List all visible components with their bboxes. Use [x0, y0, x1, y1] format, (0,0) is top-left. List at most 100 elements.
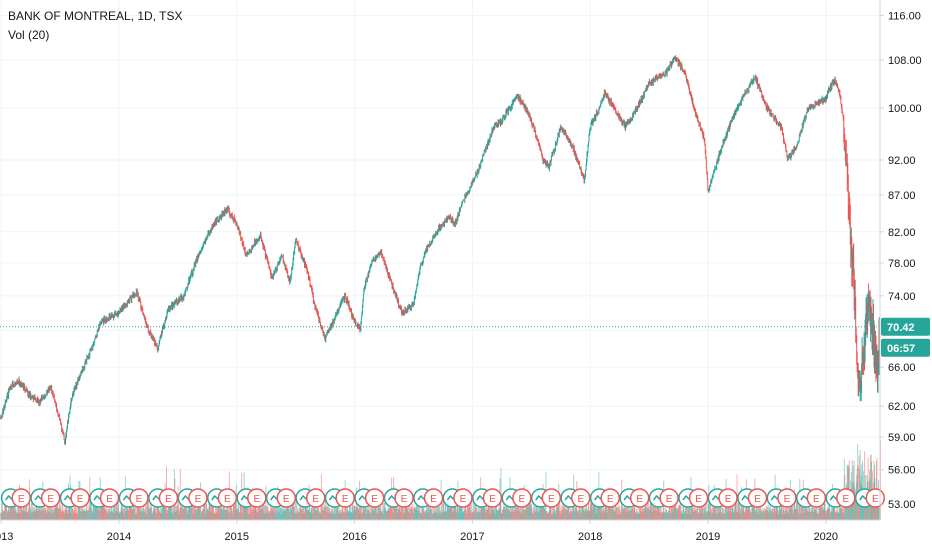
volume-bar	[66, 506, 67, 520]
volume-bar	[442, 500, 444, 520]
volume-bar	[814, 510, 816, 520]
volume-bar	[218, 504, 220, 520]
volume-bar	[424, 511, 426, 520]
volume-bar	[804, 507, 806, 520]
volume-bar	[613, 510, 615, 520]
volume-bar	[40, 508, 42, 520]
volume-bar	[809, 512, 811, 520]
volume-bar	[493, 508, 495, 520]
volume-bar	[854, 490, 856, 520]
volume-bar	[237, 500, 239, 520]
volume-bar	[859, 450, 861, 520]
volume-bar	[626, 504, 628, 520]
volume-bar	[240, 506, 242, 520]
volume-bar	[144, 509, 146, 520]
volume-bar	[382, 510, 384, 520]
volume-bar	[788, 508, 790, 520]
volume-bar	[806, 500, 808, 520]
volume-bar	[427, 511, 429, 520]
volume-bar	[75, 502, 77, 520]
volume-bar	[530, 501, 532, 520]
volume-bar	[311, 509, 312, 520]
volume-bar	[644, 506, 646, 520]
volume-bar	[777, 510, 779, 520]
volume-bar	[360, 501, 362, 520]
volume-bar	[26, 505, 28, 520]
volume-bar	[507, 503, 509, 520]
volume-bar	[624, 508, 626, 520]
volume-bar	[385, 508, 387, 520]
volume-bar	[818, 513, 820, 520]
volume-bar	[54, 506, 56, 520]
volume-bar	[710, 513, 712, 520]
volume-bar	[813, 512, 815, 520]
volume-bar	[413, 507, 415, 520]
volume-bar	[420, 500, 422, 520]
volume-bar	[827, 506, 829, 520]
volume-bar	[198, 500, 200, 520]
volume-bar	[719, 502, 721, 520]
volume-bar	[551, 513, 553, 520]
volume-bar	[131, 510, 133, 520]
volume-bar	[702, 505, 704, 520]
volume-bar	[771, 510, 773, 520]
volume-bar	[174, 512, 176, 520]
volume-bar	[693, 503, 695, 520]
volume-bar	[610, 505, 612, 520]
volume-bar	[308, 510, 309, 520]
volume-bar	[674, 502, 676, 520]
volume-bar	[576, 510, 578, 520]
volume-bar	[272, 504, 274, 520]
volume-bar	[197, 510, 199, 520]
volume-bar	[575, 508, 577, 520]
volume-bar	[347, 504, 349, 520]
volume-bar	[57, 507, 59, 520]
volume-bar	[597, 504, 599, 520]
volume-bar	[732, 506, 733, 520]
volume-bar	[503, 502, 505, 520]
volume-bar	[688, 509, 689, 520]
volume-bar	[403, 501, 405, 520]
volume-bar	[191, 502, 193, 520]
volume-bar	[717, 513, 719, 520]
volume-bar	[242, 504, 244, 520]
volume-bar	[182, 507, 184, 520]
volume-bar	[662, 500, 664, 520]
volume-bar	[235, 503, 237, 520]
volume-bar	[96, 500, 98, 520]
volume-bar	[294, 512, 296, 520]
volume-bar	[553, 511, 555, 520]
volume-bar	[562, 500, 564, 520]
volume-bar	[278, 501, 280, 520]
x-tick-label: 2018	[578, 531, 602, 543]
volume-bar	[468, 508, 470, 520]
volume-bar	[72, 509, 74, 520]
volume-bar	[226, 503, 228, 520]
volume-bar	[645, 506, 647, 520]
volume-bar	[467, 504, 469, 520]
volume-bar	[299, 506, 301, 520]
volume-bar	[336, 505, 338, 520]
volume-bar	[712, 512, 714, 520]
volume-bar	[666, 510, 668, 520]
volume-bar	[669, 505, 671, 520]
volume-bar	[37, 509, 39, 520]
volume-bar	[707, 503, 709, 520]
volume-bar	[33, 510, 35, 520]
volume-bar	[251, 508, 253, 520]
volume-bar	[25, 512, 27, 520]
volume-indicator-label: Vol (20)	[8, 28, 50, 42]
volume-bar	[679, 505, 681, 520]
volume-bar	[338, 511, 340, 520]
volume-bar	[842, 511, 844, 520]
earnings-marker	[188, 488, 208, 508]
volume-bar	[74, 512, 76, 520]
volume-bar	[758, 502, 760, 520]
volume-bar	[375, 502, 377, 520]
volume-bar	[815, 506, 817, 520]
volume-bar	[324, 506, 326, 520]
volume-bar	[738, 501, 740, 520]
volume-bar	[542, 504, 543, 520]
volume-bar	[430, 506, 432, 520]
